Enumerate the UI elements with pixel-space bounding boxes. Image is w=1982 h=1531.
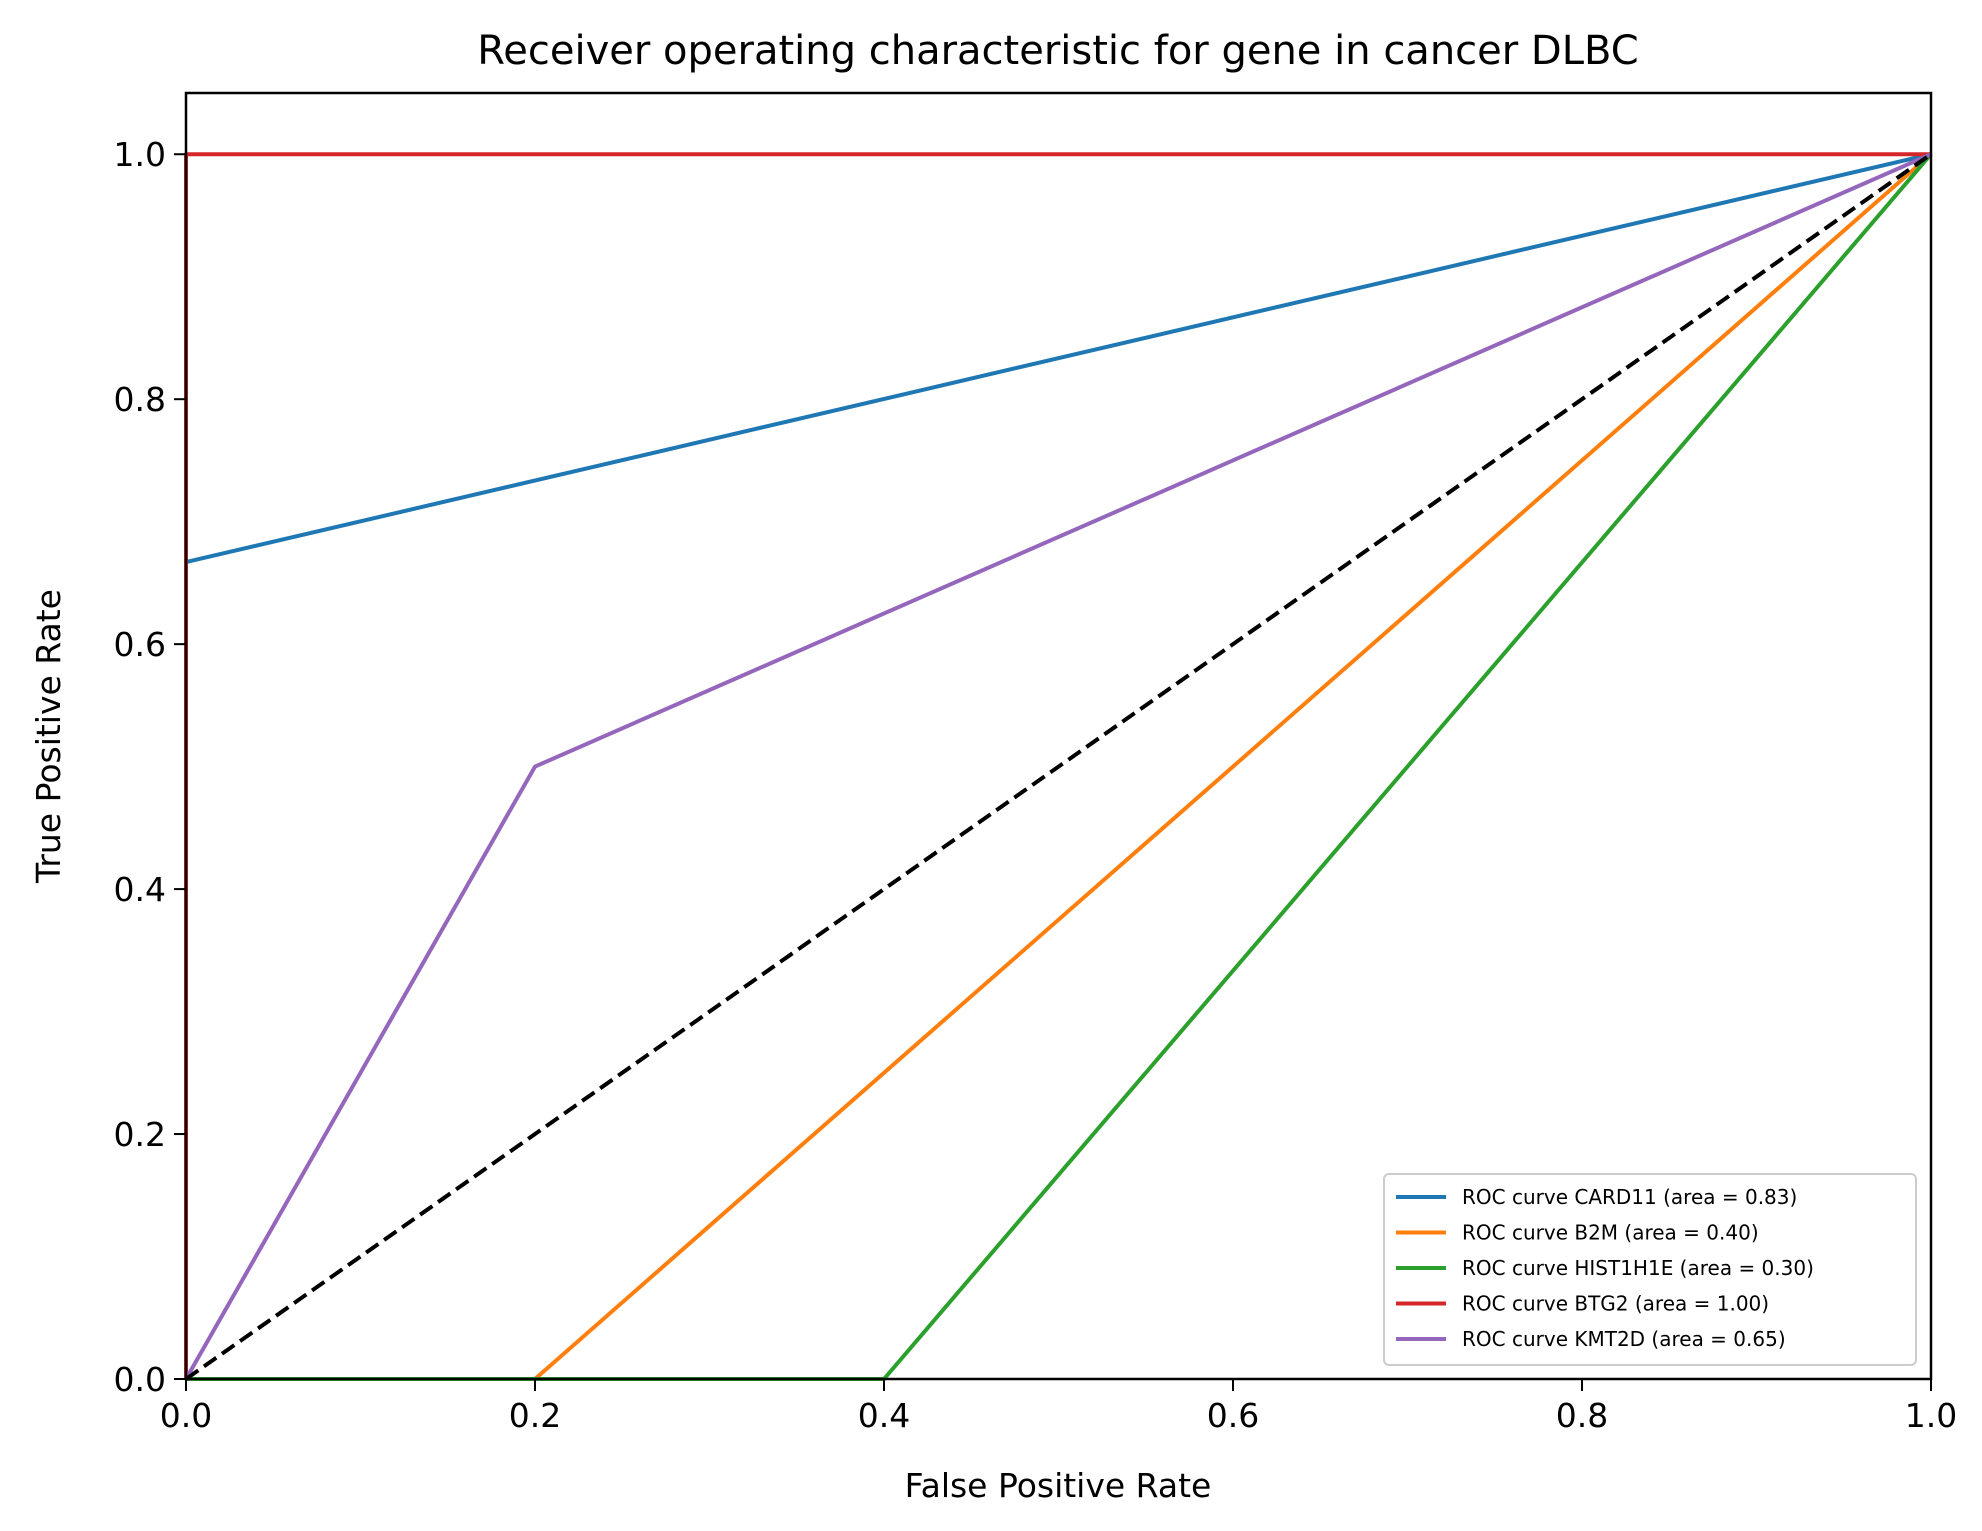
reference-line-layer [184, 152, 1933, 1381]
x-tick-label: 0.6 [1207, 1396, 1259, 1435]
legend: ROC curve CARD11 (area = 0.83) ROC curve … [1383, 1173, 1917, 1366]
x-axis-label: False Positive Rate [905, 1466, 1212, 1505]
legend-label: ROC curve CARD11 (area = 0.83) [1462, 1185, 1797, 1209]
y-tick-label: 0.0 [114, 1360, 166, 1399]
y-tick-label: 0.8 [114, 380, 166, 419]
y-tick-label: 1.0 [114, 135, 166, 174]
reference-diagonal-line [184, 152, 1933, 1381]
x-tick-label: 0.2 [509, 1396, 561, 1435]
y-axis-label: True Positive Rate [29, 589, 68, 884]
x-tick-label: 0.0 [160, 1396, 212, 1435]
legend-label: ROC curve HIST1H1E (area = 0.30) [1462, 1256, 1814, 1280]
axes-frame [184, 91, 1933, 1381]
x-tick-label: 0.4 [858, 1396, 910, 1435]
y-axis-ticks: 0.0 0.2 0.4 0.6 0.8 1.0 [114, 135, 186, 1399]
legend-label: ROC curve B2M (area = 0.40) [1462, 1221, 1759, 1245]
legend-label: ROC curve KMT2D (area = 0.65) [1462, 1327, 1786, 1351]
y-tick-label: 0.4 [114, 870, 166, 909]
x-axis-ticks: 0.0 0.2 0.4 0.6 0.8 1.0 [160, 1379, 1957, 1435]
y-tick-label: 0.6 [114, 625, 166, 664]
y-tick-label: 0.2 [114, 1115, 166, 1154]
x-tick-label: 0.8 [1556, 1396, 1608, 1435]
x-tick-label: 1.0 [1905, 1396, 1957, 1435]
legend-items: ROC curve CARD11 (area = 0.83) ROC curve … [1396, 1185, 1814, 1351]
chart-title: Receiver operating characteristic for ge… [477, 28, 1638, 74]
legend-box [1383, 1173, 1917, 1366]
legend-label: ROC curve BTG2 (area = 1.00) [1462, 1292, 1769, 1316]
series-line-kmt2d [184, 152, 1932, 1380]
